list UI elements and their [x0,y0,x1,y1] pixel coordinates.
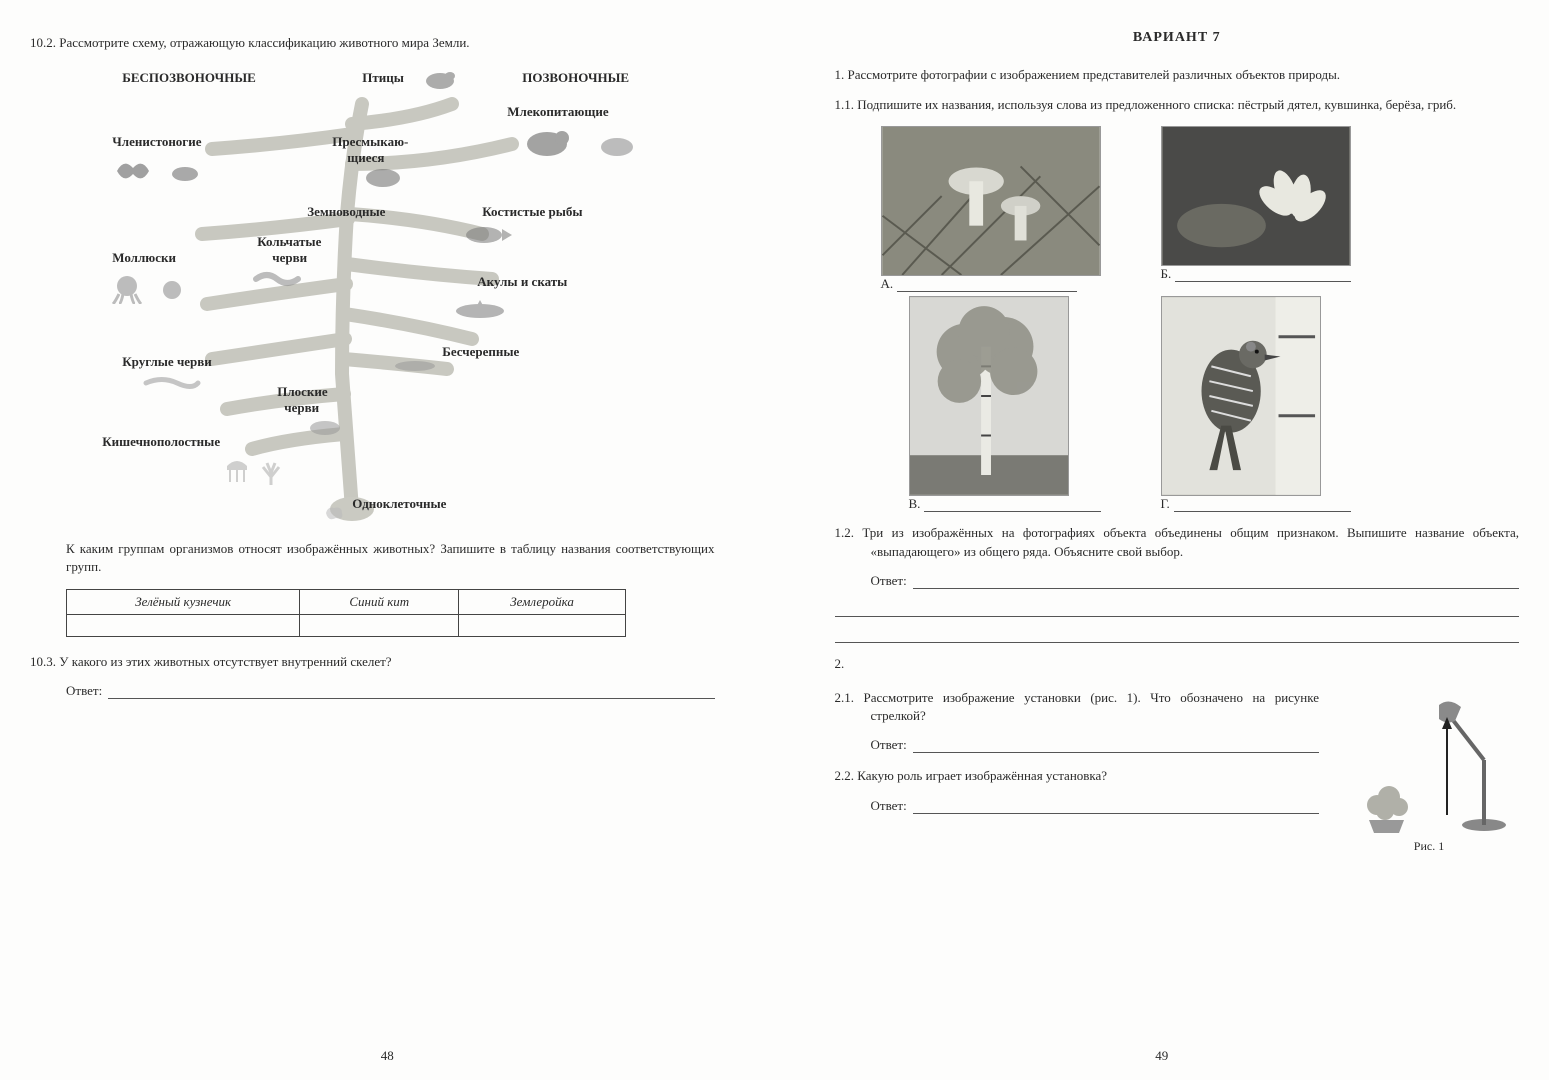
q2-wrap: 2.1. Рассмотрите изображение установки (… [835,685,1520,854]
answer-line-2[interactable] [913,588,1519,589]
fish-icon [462,224,512,246]
photo-waterlily [1161,126,1351,266]
q2-2-text: 2.2. Какую роль играет изображённая уста… [835,767,1320,785]
q1-2-text: 1.2. Три из изображённых на фотографиях … [835,524,1520,560]
otvet-label: Ответ: [66,683,102,699]
classification-tree: БЕСПОЗВОНОЧНЫЕ ПОЗВОНОЧНЫЕ Птицы Млекопи… [52,64,692,524]
answer-row-1-2: Ответ: [871,573,1520,589]
label-zemn: Земноводные [307,204,385,220]
q10-2-text: 10.2. Рассмотрите схему, отражающую клас… [30,34,715,52]
label-vertebrates: ПОЗВОНОЧНЫЕ [522,70,629,86]
page-left: 10.2. Рассмотрите схему, отражающую клас… [0,0,775,1080]
table-header-3: Землеройка [459,589,626,614]
page-right: ВАРИАНТ 7 1. Рассмотрите фотографии с из… [775,0,1549,1080]
photo-woodpecker [1161,296,1321,496]
earthworm-icon [252,269,302,289]
q1-1-text: 1.1. Подпишите их названия, используя сл… [835,96,1520,114]
cap-b-line[interactable] [1175,281,1350,282]
q10-2-after: К каким группам организмов относят изобр… [30,540,715,576]
label-kolch2: черви [272,250,307,266]
answer-line-3[interactable] [913,752,1319,753]
variant-title: ВАРИАНТ 7 [835,30,1520,46]
turtle-icon [362,164,404,188]
cap-d-line[interactable] [1174,511,1351,512]
cap-a: А. [881,276,894,292]
label-krugl: Круглые черви [122,354,212,370]
cat-icon [597,132,637,158]
label-presm1: Пресмыкаю- [332,134,408,150]
table-cell-2[interactable] [300,614,459,636]
photo-grid: А. Б. [881,126,1520,512]
otvet-label-2: Ответ: [871,573,907,589]
figure-1-col: Рис. 1 [1339,685,1519,854]
page-number-right: 49 [1155,1048,1168,1064]
photo-cell-b: Б. [1161,126,1351,292]
photo-birch [909,296,1069,496]
label-chlen: Членистоногие [112,134,201,150]
octopus-icon [107,274,147,304]
table-header-1: Зелёный кузнечик [67,589,300,614]
bear-icon [522,126,572,158]
scorpion-icon [167,159,203,185]
label-bescher: Бесчерепные [442,344,519,360]
label-kost: Костистые рыбы [482,204,582,220]
q2-text-col: 2.1. Рассмотрите изображение установки (… [835,685,1320,854]
answer-row-2-1: Ответ: [871,737,1320,753]
roundworm-icon [142,374,202,392]
answer-line-4[interactable] [913,813,1319,814]
answer-table: Зелёный кузнечик Синий кит Землеройка [66,589,626,637]
answer-row-10-3: Ответ: [66,683,715,699]
answer-line[interactable] [108,698,714,699]
q2-num: 2. [835,655,1520,673]
shark-icon [452,296,512,322]
label-moll: Моллюски [112,250,176,266]
amoeba-icon [322,504,346,522]
label-kishech: Кишечнополостные [102,434,220,450]
otvet-label-4: Ответ: [871,798,907,814]
snail-icon [152,279,186,301]
lancelet-icon [392,359,438,373]
label-plosk2: черви [284,400,319,416]
photo-cell-a: А. [881,126,1101,292]
table-cell-1[interactable] [67,614,300,636]
cap-a-line[interactable] [897,291,1077,292]
label-invertebrates: БЕСПОЗВОНОЧНЫЕ [122,70,256,86]
photo-mushroom [881,126,1101,276]
bird-icon [422,66,458,92]
jellyfish-icon [222,456,252,486]
label-akuly: Акулы и скаты [477,274,567,290]
label-kolch1: Кольчатые [257,234,321,250]
table-cell-3[interactable] [459,614,626,636]
label-mlekop: Млекопитающие [507,104,608,120]
label-plosk1: Плоские [277,384,327,400]
table-header-2: Синий кит [300,589,459,614]
otvet-label-3: Ответ: [871,737,907,753]
figure-1-caption: Рис. 1 [1339,839,1519,854]
cap-b: Б. [1161,266,1172,282]
cap-d: Г. [1161,496,1170,512]
answer-line-2c[interactable] [835,623,1520,643]
q1-text: 1. Рассмотрите фотографии с изображением… [835,66,1520,84]
photo-cell-c: В. [881,296,1101,512]
coral-icon [257,459,285,487]
q10-3-text: 10.3. У какого из этих животных отсутств… [30,653,715,671]
label-ptitsy: Птицы [362,70,404,86]
label-odnokl: Одноклеточные [352,496,446,512]
flatworm-icon [307,419,343,437]
answer-line-2b[interactable] [835,597,1520,617]
figure-1 [1339,685,1519,835]
cap-c: В. [909,496,921,512]
page-number-left: 48 [381,1048,394,1064]
butterfly-icon [112,156,154,186]
q2-1-text: 2.1. Рассмотрите изображение установки (… [835,689,1320,725]
answer-row-2-2: Ответ: [871,798,1320,814]
cap-c-line[interactable] [924,511,1100,512]
photo-cell-d: Г. [1161,296,1351,512]
tree-branches [52,64,692,524]
